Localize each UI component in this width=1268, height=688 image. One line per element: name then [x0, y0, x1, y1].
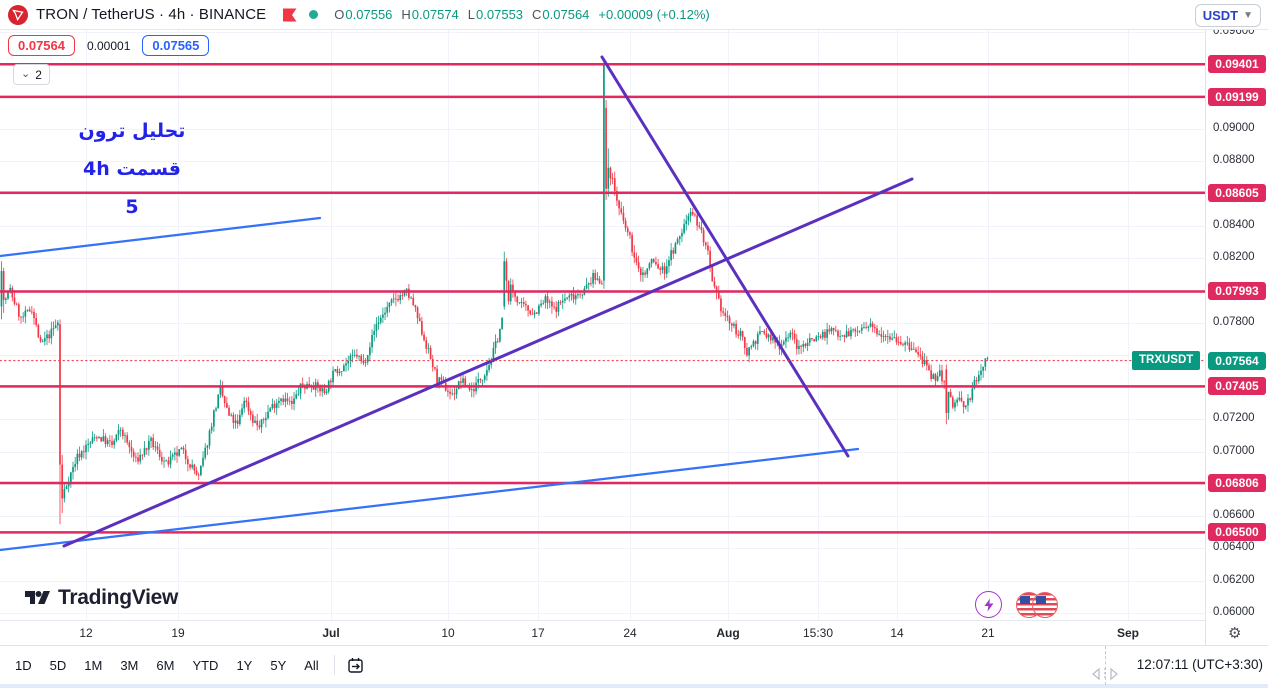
- country-flags-icon[interactable]: [1016, 591, 1058, 618]
- range-button-5d[interactable]: 5D: [49, 657, 67, 673]
- clock-timezone-label[interactable]: 12:07:11 (UTC+3:30): [1136, 657, 1263, 672]
- time-tick-label: 10: [441, 626, 455, 640]
- toolbar-separator: [333, 655, 335, 675]
- market-status-dot-icon[interactable]: [309, 10, 319, 19]
- axis-divider-dashed-line: [1105, 646, 1106, 685]
- bid-price-box[interactable]: 0.07564: [8, 35, 75, 56]
- price-axis[interactable]: 0.09600 0.09000 0.08800 0.08400 0.08200 0.078…: [1205, 30, 1268, 645]
- window-bottom-strip: [0, 683, 1268, 688]
- go-to-date-button[interactable]: [343, 655, 368, 676]
- ohlc-value: H0.07574: [401, 7, 459, 22]
- candlestick-chart-canvas[interactable]: [0, 30, 1205, 620]
- price-tick-label: 0.07200: [1213, 412, 1255, 425]
- chevron-down-icon: ⌄: [21, 68, 31, 80]
- ohlc-value: C0.07564: [532, 7, 590, 22]
- range-button-3m[interactable]: 3M: [120, 657, 139, 673]
- price-tick-label: 0.06400: [1213, 541, 1255, 554]
- ohlc-value: O0.07556: [334, 7, 393, 22]
- tradingview-logo-icon: [25, 591, 50, 604]
- current-price-label: 0.07564: [1208, 351, 1266, 370]
- time-axis[interactable]: 12 19 Jul 10 17 24 Aug 15:30 14 21 Sep: [0, 620, 1205, 645]
- indicators-collapse-button[interactable]: ⌄ 2: [13, 64, 50, 85]
- line-price-label: 0.06806: [1208, 473, 1266, 492]
- chart-pane: تحلیل ترون 4h قسمت 5 TradingView TRXUSDT: [0, 30, 1205, 620]
- pane-corner-icons: [975, 591, 1058, 618]
- top-toolbar: TRON / TetherUS · 4h · BINANCE O0.07556 H…: [0, 0, 1268, 30]
- tradingview-watermark[interactable]: TradingView: [24, 584, 178, 611]
- watermark-text: TradingView: [58, 585, 179, 609]
- time-tick-label: Sep: [1116, 626, 1140, 640]
- us-flag-icon: [1032, 591, 1058, 618]
- line-price-label: 0.06500: [1208, 523, 1266, 542]
- price-tick-label: 0.09000: [1213, 122, 1255, 134]
- change-value: +0.00009 (+0.12%): [598, 7, 710, 22]
- price-tick-label: 0.07800: [1213, 315, 1255, 328]
- chevron-down-icon: ▼: [1243, 10, 1253, 21]
- line-price-label: 0.07405: [1208, 377, 1266, 396]
- price-tick-label: 0.08800: [1213, 154, 1255, 167]
- bid-ask-legend: 0.07564 0.00001 0.07565: [8, 35, 210, 56]
- price-tick-label: 0.06000: [1213, 606, 1255, 618]
- range-button-6m[interactable]: 6M: [156, 657, 175, 673]
- range-button-1d[interactable]: 1D: [15, 657, 32, 673]
- ask-price-box[interactable]: 0.07565: [142, 35, 210, 56]
- time-tick-label: 12: [79, 626, 93, 640]
- currency-label: USDT: [1202, 8, 1239, 23]
- price-tick-label: 0.07000: [1213, 444, 1255, 457]
- price-tick-label: 0.09600: [1213, 30, 1255, 38]
- time-tick-label: 24: [623, 626, 637, 640]
- boost-lightning-icon[interactable]: [975, 591, 1002, 618]
- line-price-label: 0.09199: [1208, 87, 1266, 106]
- price-tick-label: 0.08200: [1213, 251, 1255, 264]
- time-tick-label: 15:30: [802, 626, 834, 640]
- time-tick-label: 21: [981, 626, 995, 640]
- tron-logo-icon[interactable]: [8, 4, 28, 25]
- flag-bookmark-icon[interactable]: [282, 8, 297, 22]
- range-button-all[interactable]: All: [304, 657, 319, 673]
- ohlc-value: L0.07553: [467, 7, 524, 22]
- scale-drag-handle-icon[interactable]: [1089, 666, 1121, 682]
- symbol-price-tag: TRXUSDT: [1132, 351, 1201, 371]
- price-tick-label: 0.08400: [1213, 218, 1255, 231]
- range-button-1y[interactable]: 1Y: [236, 657, 253, 673]
- time-tick-label: 14: [890, 626, 904, 640]
- gear-settings-icon[interactable]: ⚙: [1228, 625, 1242, 642]
- line-price-label: 0.07993: [1208, 282, 1266, 301]
- range-button-5y[interactable]: 5Y: [270, 657, 287, 673]
- persian-annotation: تحلیل ترون 4h قسمت 5: [74, 112, 190, 226]
- time-tick-label: Aug: [716, 626, 740, 640]
- bottom-toolbar: 1D 5D 1M 3M 6M YTD 1Y 5Y All 12:07:11 (UTC+3:30): [0, 645, 1268, 685]
- spread-value: 0.00001: [87, 38, 131, 53]
- annotation-line-1: تحلیل ترون: [78, 120, 186, 142]
- range-button-ytd[interactable]: YTD: [192, 657, 219, 673]
- price-tick-label: 0.06600: [1213, 509, 1255, 522]
- time-tick-label: 17: [531, 626, 545, 640]
- line-price-label: 0.08605: [1208, 183, 1266, 202]
- time-tick-label: 19: [171, 626, 185, 640]
- line-price-label: 0.09401: [1208, 55, 1266, 74]
- annotation-line-2: 4h قسمت 5: [82, 158, 181, 218]
- currency-dropdown[interactable]: USDT ▼: [1194, 4, 1261, 27]
- time-tick-label: Jul: [322, 626, 340, 640]
- collapsed-count: 2: [35, 67, 42, 82]
- date-range-buttons: 1D 5D 1M 3M 6M YTD 1Y 5Y All: [0, 654, 326, 677]
- ohlc-legend: O0.07556 H0.07574 L0.07553 C0.07564 +0.00009…: [334, 7, 709, 22]
- range-button-1m[interactable]: 1M: [84, 657, 103, 673]
- price-tick-label: 0.06200: [1213, 573, 1255, 586]
- symbol-title[interactable]: TRON / TetherUS · 4h · BINANCE: [36, 6, 267, 23]
